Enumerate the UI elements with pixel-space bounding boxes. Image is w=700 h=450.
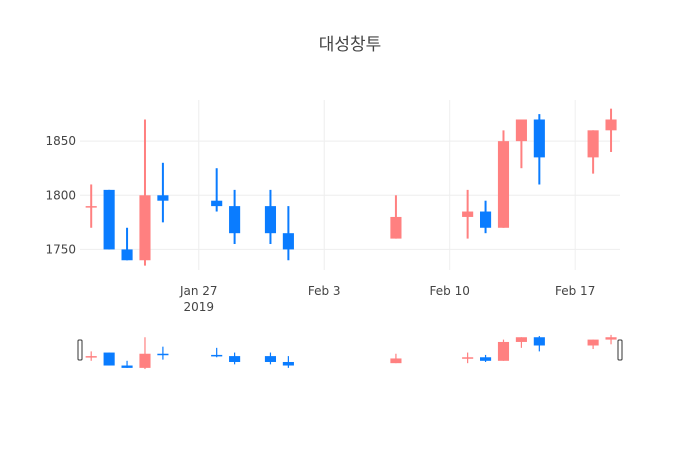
x-tick-label: Feb 10 [430, 284, 470, 298]
grid-lines [80, 100, 620, 270]
y-tick-label: 1850 [45, 134, 76, 148]
candle [103, 189, 115, 250]
slider-candle [264, 352, 277, 365]
candle [157, 162, 169, 223]
candle-body [497, 341, 510, 361]
candle-body [515, 337, 527, 342]
y-tick-label: 1750 [45, 242, 76, 256]
candle [462, 189, 474, 239]
x-tick-label: Feb 3 [308, 284, 341, 298]
slider-candle [462, 352, 474, 364]
candle-body [264, 206, 277, 234]
candle-body [587, 130, 599, 158]
candle [282, 206, 294, 261]
candle-body [139, 353, 151, 368]
candle [587, 130, 599, 174]
slider-candle [85, 351, 97, 361]
candle [390, 195, 402, 239]
candle-body [211, 200, 223, 207]
slider-candle [497, 339, 510, 361]
candle-body [533, 119, 545, 158]
candle-body [480, 357, 492, 361]
candle-body [605, 119, 617, 131]
candle-body [282, 361, 294, 366]
slider-candle [515, 337, 527, 348]
slider-candle [103, 352, 115, 366]
candle [515, 119, 527, 169]
slider-candle [211, 347, 223, 358]
candle [211, 168, 223, 212]
candle-body [103, 352, 115, 366]
candle-body [85, 356, 97, 358]
slider-candle [282, 356, 294, 368]
candle-body [515, 119, 527, 142]
slider-left-handle[interactable] [77, 339, 83, 361]
candle [85, 184, 97, 228]
candle-body [211, 354, 223, 357]
candles [85, 108, 617, 266]
candle-body [390, 216, 402, 239]
candle-body [390, 358, 402, 364]
slider-candle [480, 354, 492, 362]
slider-candle [121, 360, 133, 368]
candle [605, 108, 617, 152]
chart-title: 대성창투 [319, 35, 382, 55]
candle [139, 119, 151, 266]
candle [497, 130, 510, 228]
candle-body [229, 356, 241, 362]
candle-body [462, 357, 474, 359]
candle [121, 227, 133, 261]
candle-body [605, 337, 617, 340]
slider-candle [605, 334, 617, 345]
candle-body [264, 356, 277, 362]
slider-candle [390, 353, 402, 364]
candle-body [587, 339, 599, 346]
x-tick-label: Feb 17 [555, 284, 595, 298]
slider-right-handle[interactable] [617, 339, 623, 361]
candle-body [282, 233, 294, 250]
range-slider[interactable] [77, 334, 623, 370]
slider-candle [533, 336, 545, 352]
candle-body [157, 195, 169, 201]
candle-body [533, 337, 545, 346]
candle-body [229, 206, 241, 234]
candle-body [85, 206, 97, 208]
candle [264, 189, 277, 245]
candle [229, 189, 241, 245]
slider-candle [157, 346, 169, 360]
axis-ticks: 1750 1800 1850 Jan 27 2019 Feb 3 Feb 10 Feb 17 [45, 134, 595, 314]
candle [533, 114, 545, 185]
candle-body [121, 249, 133, 261]
candle-body [121, 365, 133, 368]
x-tick-label: Jan 27 [179, 284, 218, 298]
slider-candle [587, 339, 599, 350]
candle-body [157, 353, 169, 356]
candle-body [480, 211, 492, 228]
candle-body [462, 211, 474, 217]
y-tick-label: 1800 [45, 188, 76, 202]
candle-body [139, 195, 151, 261]
candle-body [497, 141, 510, 228]
x-tick-year-label: 2019 [183, 300, 214, 314]
slider-candle [139, 337, 151, 370]
slider-candle [229, 352, 241, 365]
candle [480, 200, 492, 234]
candle-body [103, 189, 115, 250]
